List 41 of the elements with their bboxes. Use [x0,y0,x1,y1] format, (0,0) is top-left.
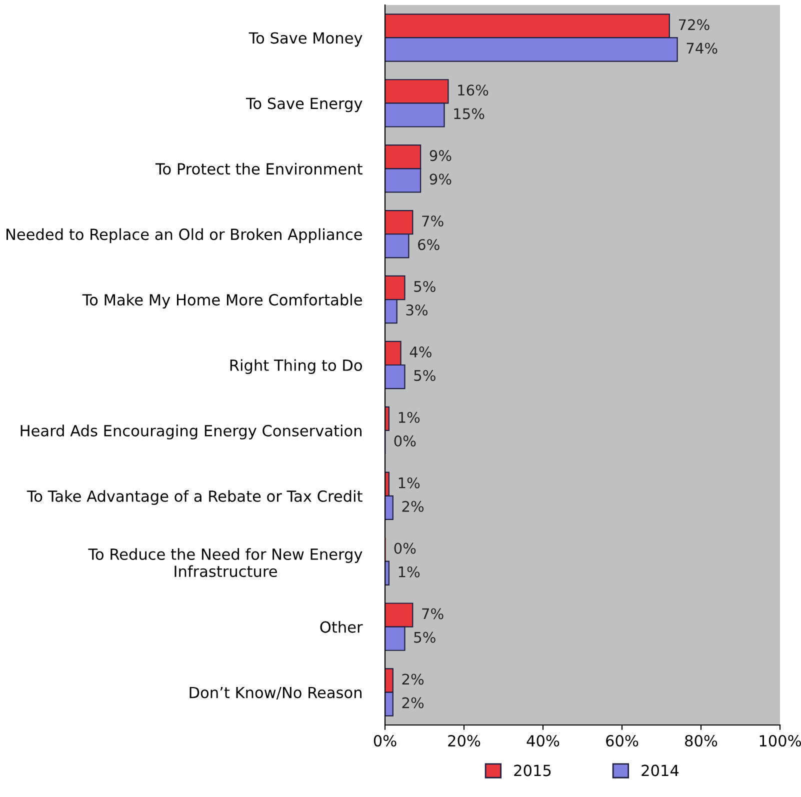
x-tick-label: 100% [760,734,801,747]
x-tick-label: 60% [606,734,638,747]
x-tick-label: 80% [685,734,718,747]
data-label: 2% [402,674,424,685]
data-label: 72% [678,19,710,30]
data-label: 9% [430,150,452,162]
y-tick-label: To Reduce the Need for New Energy Infrastructure [88,548,362,578]
data-label: 3% [406,304,428,316]
x-tick-label: 40% [526,734,560,747]
y-tick-label: To Protect the Environment [155,162,362,175]
y-tick-label: To Save Money [248,32,362,47]
y-tick-label: Heard Ads Encouraging Energy Conservation [20,424,362,440]
data-label: 74% [686,42,718,54]
data-label: 0% [394,542,416,554]
data-label: 6% [418,239,440,250]
y-tick-label: Don’t Know/No Reason [190,686,362,700]
y-tick-label: Needed to Replace an Old or Broken Appliance [6,228,362,244]
legend-label: 2014 [642,764,679,776]
data-label: 2% [402,697,424,708]
y-tick-label: To Make My Home More Comfortable [82,294,362,309]
data-label: 15% [454,108,484,120]
data-label: 2% [402,500,424,512]
data-label: 7% [422,608,444,620]
x-tick-label: 0% [374,734,396,747]
data-label: 1% [398,477,420,488]
data-label: 9% [430,174,452,185]
data-label: 1% [398,412,420,423]
y-tick-label: Right Thing to Do [230,359,362,374]
x-tick-label: 20% [448,734,480,747]
data-label: 4% [410,346,432,358]
data-label: 16% [458,84,488,96]
data-label: 5% [414,632,436,643]
data-label: 5% [414,280,436,292]
y-tick-label: To Take Advantage of a Rebate or Tax Credit [26,490,362,505]
data-label: 5% [414,370,436,382]
data-label: 7% [422,216,444,227]
data-label: 1% [398,566,420,578]
y-tick-label: Other [320,621,363,633]
legend-label: 2015 [514,764,551,776]
y-tick-label: To Save Energy [246,98,362,112]
data-label: 0% [394,435,416,446]
